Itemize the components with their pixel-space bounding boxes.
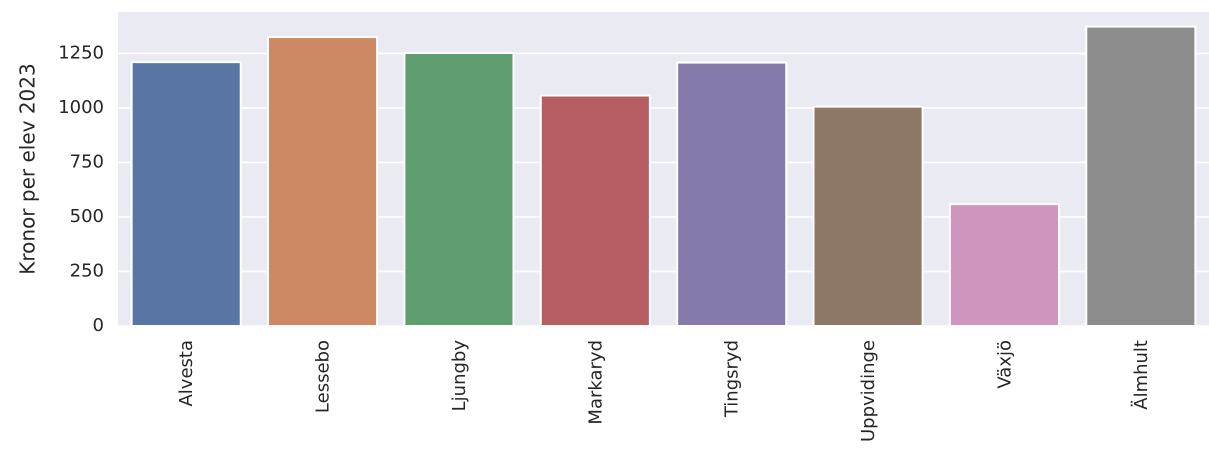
x-tick-label: Älmhult [1131, 340, 1152, 410]
bars [130, 25, 1197, 328]
bar-växjö [948, 203, 1060, 328]
x-tick-label: Lessebo [313, 340, 334, 413]
y-tick-label: 0 [93, 315, 104, 336]
x-tick-label: Tingsryd [722, 340, 743, 418]
bar-älmhult [1085, 25, 1197, 328]
x-tick-label: Uppvidinge [858, 340, 879, 442]
bar-markaryd [539, 94, 651, 327]
bar-alvesta [130, 61, 242, 328]
x-tick-label: Växjö [994, 340, 1015, 389]
x-tick-labels: Alvesta Lessebo Ljungby Markaryd Tingsryd Upp… [176, 340, 1152, 442]
bar-uppvidinge [812, 105, 924, 327]
x-tick-label: Markaryd [585, 340, 606, 425]
x-tick-label: Alvesta [176, 340, 197, 407]
y-tick-label: 250 [70, 260, 104, 281]
x-tick-label: Ljungby [449, 340, 470, 412]
bar-lessebo [267, 36, 379, 328]
bar-tingsryd [676, 61, 788, 327]
y-tick-labels: 0 250 500 750 1000 1250 [58, 42, 104, 336]
y-tick-label: 1000 [58, 97, 104, 118]
y-axis-label: Kronor per elev 2023 [16, 63, 40, 274]
y-tick-label: 500 [70, 206, 104, 227]
bar-ljungby [403, 51, 515, 327]
y-tick-label: 750 [70, 151, 104, 172]
y-tick-label: 1250 [58, 42, 104, 63]
